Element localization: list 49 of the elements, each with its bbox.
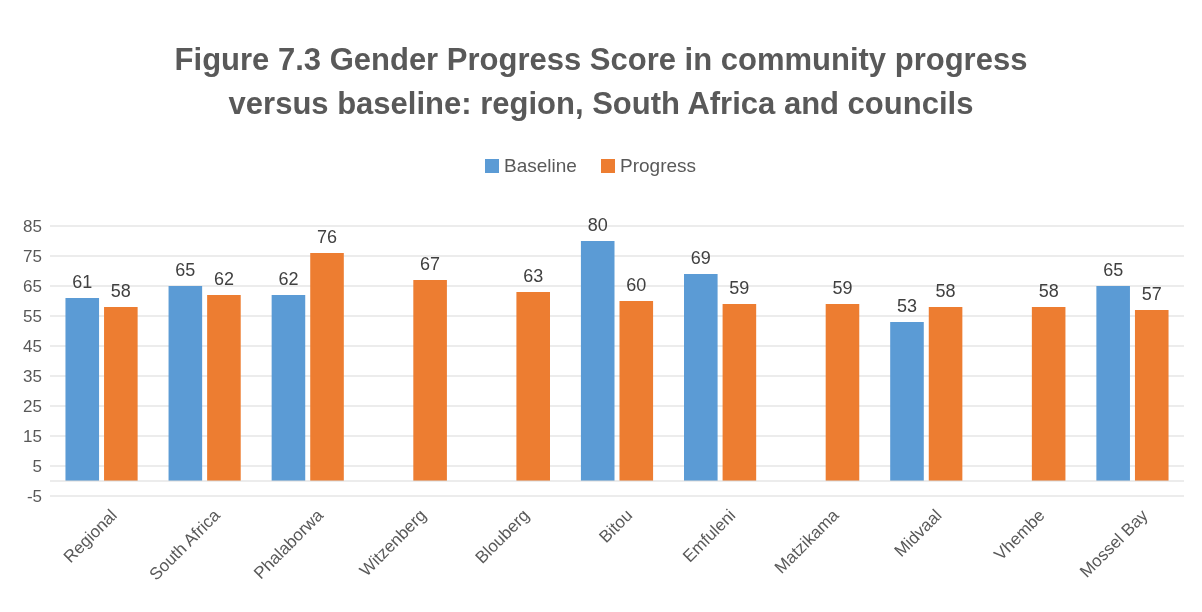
y-tick-label: 25 [23, 397, 42, 416]
y-tick-label: -5 [26, 487, 42, 506]
data-label: 65 [175, 260, 196, 280]
y-tick-label: 35 [23, 367, 42, 386]
data-label: 58 [935, 281, 956, 301]
bar [684, 274, 718, 481]
y-tick-label: 55 [23, 307, 42, 326]
y-tick-label: 65 [23, 277, 42, 296]
data-label: 62 [213, 269, 234, 289]
bar [580, 241, 615, 481]
bar [310, 253, 344, 481]
y-tick-label: 45 [23, 337, 42, 356]
data-label: 59 [729, 278, 750, 298]
y-tick-label: 85 [23, 217, 42, 236]
bar [928, 307, 963, 481]
legend-label: Progress [620, 155, 697, 176]
bar [1134, 310, 1169, 481]
bar [516, 292, 550, 481]
data-label: 80 [587, 215, 608, 235]
data-label: 61 [72, 272, 93, 292]
data-label: 69 [690, 248, 711, 268]
bar [207, 295, 241, 481]
data-label: 76 [317, 227, 338, 247]
bar [168, 286, 203, 481]
bar [271, 295, 306, 481]
legend-label: Baseline [504, 155, 577, 176]
bar [722, 304, 757, 481]
data-label: 65 [1103, 260, 1124, 280]
data-label: 59 [832, 278, 853, 298]
data-label: 57 [1141, 284, 1162, 304]
data-label: 60 [626, 275, 647, 295]
bar [890, 322, 924, 481]
data-label: 58 [1038, 281, 1059, 301]
bar [825, 304, 860, 481]
bar [413, 280, 447, 481]
bar [65, 298, 100, 481]
data-label: 58 [110, 281, 131, 301]
y-tick-label: 75 [23, 247, 42, 266]
chart-title: Figure 7.3 Gender Progress Score in community progress versus baseline: region, South Africa and councils [174, 42, 1028, 121]
y-tick-label: 15 [23, 427, 42, 446]
data-label: 63 [523, 266, 544, 286]
bar [104, 307, 138, 481]
bar [1031, 307, 1066, 481]
data-label: 67 [420, 254, 441, 274]
bar [1096, 286, 1130, 481]
y-tick-label: 5 [32, 457, 42, 476]
data-label: 53 [896, 296, 917, 316]
data-label: 62 [278, 269, 299, 289]
bar [619, 301, 654, 481]
